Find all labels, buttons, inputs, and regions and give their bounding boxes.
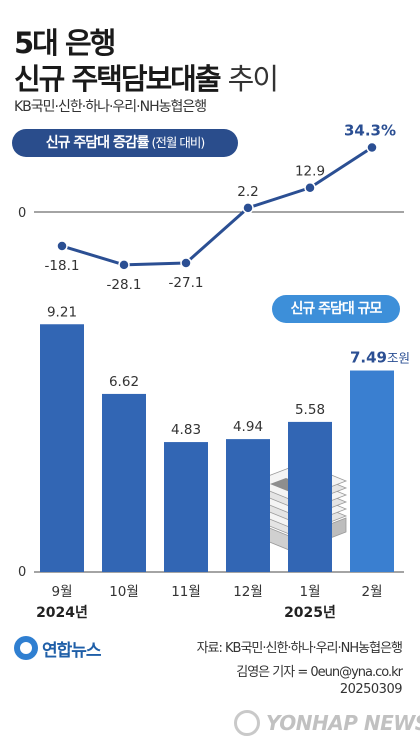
- x-axis-labels: 9월 10월 11월 12월 1월 2월 2024년 2025년: [36, 584, 382, 621]
- title-sub: 추이: [227, 62, 279, 96]
- rate-value-label: 2.2: [237, 184, 258, 200]
- year-label-2024: 2024년: [36, 605, 88, 621]
- bar-1월: [288, 421, 332, 572]
- source-note: 자료: KB국민·신한·하나·우리·NH농협은행: [196, 641, 403, 656]
- rate-value-labels: -18.1 -28.1 -27.1 2.2 12.9 34.3%: [45, 122, 396, 293]
- rate-point-10월: [118, 259, 130, 271]
- bar-series: [40, 324, 394, 572]
- year-label-2025: 2025년: [284, 605, 336, 621]
- bar-value-label: 5.58: [295, 402, 325, 418]
- watermark-ring-icon: [234, 710, 260, 736]
- size-legend-pill: 신규 주담대 규모: [272, 295, 400, 323]
- rate-point-1월: [304, 181, 316, 194]
- rate-pill-main: 신규 주담대 증감률: [45, 135, 150, 151]
- bar-10월: [102, 393, 146, 572]
- yonhap-news-watermark: YONHAP NEWS: [234, 706, 420, 740]
- rate-pill-sub: (전월 대비): [151, 135, 206, 150]
- size-zero-label: 0: [18, 565, 26, 580]
- rate-value-label: -18.1: [45, 258, 80, 274]
- rate-point-9월: [56, 240, 68, 252]
- bar-value-label: 6.62: [109, 374, 139, 390]
- bar-value-label: 4.83: [171, 422, 201, 438]
- rate-point-2월: [366, 141, 378, 154]
- bar-11월: [164, 442, 208, 572]
- bar-value-labels: 9.21 6.62 4.83 4.94 5.58 7.49조원: [47, 304, 410, 438]
- unit-suffix: 조원: [387, 351, 410, 366]
- bar-12월: [226, 439, 270, 572]
- bar-2월: [350, 370, 394, 572]
- watermark-text: YONHAP NEWS: [266, 711, 420, 735]
- rate-point-11월: [180, 257, 192, 269]
- rate-value-label: 12.9: [295, 164, 325, 180]
- bar-value-label: 4.94: [233, 419, 263, 435]
- rate-line-series: [56, 141, 378, 271]
- bar-value-label: 7.49조원: [350, 349, 410, 367]
- rate-value-label: -27.1: [169, 275, 204, 291]
- title-line2: 신규 주택담보대출 추이: [14, 56, 279, 98]
- banks-subtitle: KB국민·신한·하나·우리·NH농협은행: [14, 99, 207, 115]
- title-line1: 5대 은행: [14, 26, 116, 60]
- title-main: 신규 주택담보대출: [14, 62, 222, 96]
- x-tick-label: 1월: [299, 584, 320, 600]
- chart-axes: 00: [18, 206, 404, 580]
- bar-value-label: 9.21: [47, 304, 77, 320]
- rate-zero-label: 0: [18, 206, 26, 221]
- x-tick-label: 11월: [171, 584, 201, 600]
- rate-line: [61, 146, 373, 267]
- x-tick-label: 10월: [109, 584, 139, 600]
- yonhap-logo-icon: [14, 636, 38, 660]
- x-tick-label: 2월: [361, 584, 382, 600]
- bar-9월: [40, 324, 84, 572]
- yonhap-logo-text: 연합뉴스: [42, 640, 102, 661]
- publish-date: 20250309: [339, 682, 403, 697]
- yonhap-logo: 연합뉴스: [14, 634, 102, 662]
- rate-point-12월: [242, 202, 254, 214]
- rate-legend-pill: 신규 주담대 증감률 (전월 대비): [12, 129, 238, 157]
- byline: 김영은 기자 = 0eun@yna.co.kr: [236, 665, 403, 680]
- x-tick-label: 12월: [233, 584, 263, 600]
- rate-value-label: -28.1: [107, 277, 142, 293]
- x-tick-label: 9월: [51, 584, 72, 600]
- rate-value-label: 34.3%: [344, 122, 396, 140]
